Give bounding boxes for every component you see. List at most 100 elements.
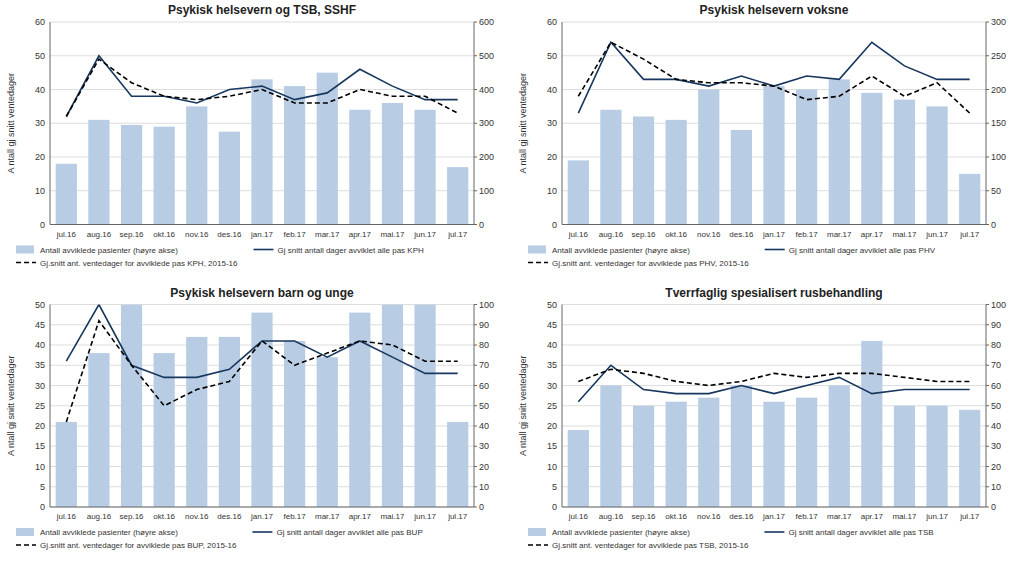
bar: [796, 90, 817, 225]
legend-item: Gj snitt antall dager avviklet alle pas …: [765, 246, 936, 255]
x-tick-label: des.16: [729, 512, 754, 521]
bar: [414, 305, 435, 508]
legend-label: Antall avviklede pasienter (høyre akse): [40, 246, 178, 255]
x-tick-label: apr.17: [349, 512, 372, 521]
y2-tick-label: 50: [991, 186, 1001, 196]
y-tick-label: 40: [35, 340, 45, 350]
line: [66, 59, 457, 116]
legend-swatch: [765, 249, 785, 251]
grid-line: [50, 55, 474, 56]
bar: [317, 357, 338, 507]
bar: [894, 406, 915, 507]
y2-tick-label: 200: [479, 152, 494, 162]
line: [578, 365, 969, 401]
y2-tick-label: 0: [479, 220, 484, 230]
y-tick-label: 40: [547, 85, 557, 95]
panel: 01020304050600100200300400500600jul.16au…: [6, 3, 494, 268]
x-axis: [562, 507, 986, 508]
y-axis: [562, 305, 563, 508]
y-tick-label: 20: [547, 152, 557, 162]
x-tick-label: jul.16: [568, 512, 589, 521]
title: Psykisk helsevern barn og unge: [170, 286, 354, 300]
x-tick-label: nov.16: [185, 230, 209, 239]
y-tick-label: 15: [547, 441, 557, 451]
y-tick-label: 0: [552, 220, 557, 230]
line: [578, 369, 969, 385]
y2-tick-label: 70: [991, 360, 1001, 370]
y-tick-label: 0: [40, 220, 45, 230]
y2-tick-label: 40: [479, 421, 489, 431]
y2-tick-label: 50: [479, 401, 489, 411]
y-tick-label: 40: [35, 85, 45, 95]
bar: [447, 167, 468, 224]
panel: 0510152025303540455001020304050607080901…: [6, 286, 494, 551]
y-tick-label: 5: [552, 482, 557, 492]
grid-line: [562, 22, 986, 23]
x-axis: [50, 224, 474, 225]
x-tick-label: des.16: [729, 230, 754, 239]
grid-line: [562, 304, 986, 305]
legend-swatch: [16, 246, 34, 254]
bar: [763, 86, 784, 224]
y2-tick-label: 40: [991, 421, 1001, 431]
legend-item: Gj.snitt ant. ventedager for avviklede p…: [16, 541, 237, 550]
bar: [349, 110, 370, 225]
bar: [88, 353, 109, 507]
y2-tick-label: 500: [479, 51, 494, 61]
line: [578, 42, 969, 113]
y2-tick-label: 400: [479, 85, 494, 95]
legend-label: Gj snitt antall dager avviklet alle pas …: [277, 246, 424, 255]
y-tick-label: 35: [35, 360, 45, 370]
y-tick-label: 50: [547, 300, 557, 310]
plot-area: [56, 56, 469, 225]
y-tick-label: 10: [547, 186, 557, 196]
legend-swatch: [764, 531, 784, 533]
y2-tick-label: 20: [479, 462, 489, 472]
x-tick-label: jul.17: [959, 512, 980, 521]
x-tick-label: feb.17: [283, 230, 306, 239]
bar: [861, 93, 882, 225]
bar: [829, 79, 850, 224]
bar: [796, 398, 817, 507]
y-tick-label: 30: [547, 381, 557, 391]
bar: [154, 127, 175, 225]
x-tick-label: okt.16: [153, 230, 175, 239]
bar: [121, 125, 142, 225]
x-tick-label: jun.17: [925, 512, 948, 521]
y2-tick-label: 100: [479, 186, 494, 196]
legend-swatch: [16, 528, 34, 536]
y-axis: [50, 22, 51, 225]
y-tick-label: 25: [547, 401, 557, 411]
legend-item: Gj snitt antall dager avviklet alle pas …: [252, 528, 422, 537]
y2-axis: [986, 305, 987, 508]
plot-area: [568, 341, 981, 507]
x-tick-label: mar.17: [827, 230, 852, 239]
y-tick-label: 5: [40, 482, 45, 492]
x-tick-label: nov.16: [185, 512, 209, 521]
bar: [731, 130, 752, 225]
y-tick-label: 60: [35, 17, 45, 27]
x-tick-label: mai.17: [380, 230, 405, 239]
bar: [186, 337, 207, 507]
y2-tick-label: 60: [991, 381, 1001, 391]
bar: [926, 406, 947, 507]
x-tick-label: jul.16: [56, 230, 77, 239]
x-tick-label: sep.16: [120, 230, 145, 239]
legend: Antall avviklede pasienter (høyre akse)G…: [528, 528, 934, 550]
legend-swatch: [528, 544, 548, 546]
x-tick-label: jul.17: [447, 230, 468, 239]
x-tick-label: jun.17: [925, 230, 948, 239]
y-tick-label: 30: [35, 381, 45, 391]
x-tick-label: jul.16: [56, 512, 77, 521]
legend-item: Gj snitt antall dager avviklet alle pas …: [253, 246, 424, 255]
y2-axis: [474, 22, 475, 225]
x-tick-label: jul.17: [959, 230, 980, 239]
x-tick-label: jan.17: [250, 230, 273, 239]
panel: 0102030405060050100150200250300jul.16aug…: [518, 3, 1006, 268]
y2-tick-label: 250: [991, 51, 1006, 61]
x-tick-label: jan.17: [762, 230, 785, 239]
y-tick-label: 0: [40, 502, 45, 512]
y2-tick-label: 0: [479, 502, 484, 512]
y2-tick-label: 150: [991, 118, 1006, 128]
x-tick-label: sep.16: [632, 512, 657, 521]
